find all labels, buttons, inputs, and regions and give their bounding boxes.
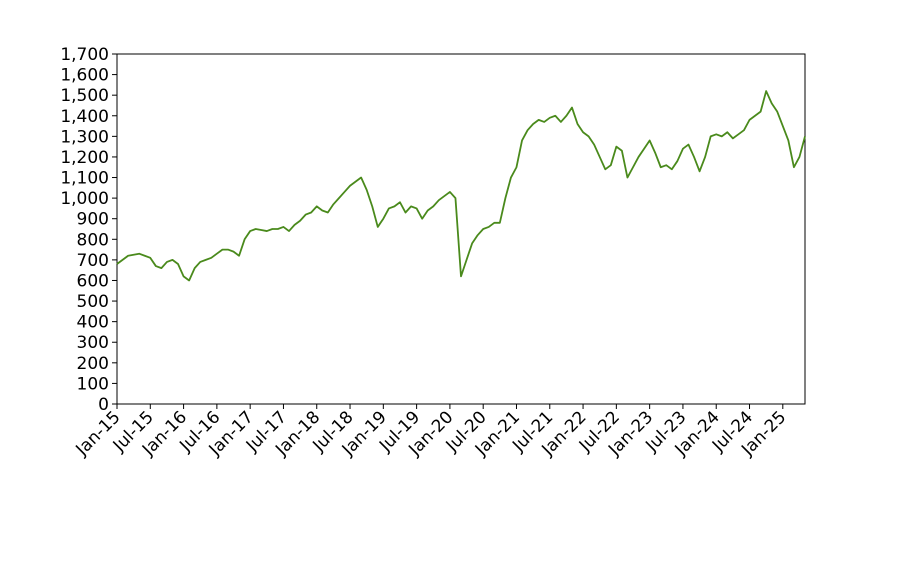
y-tick-label: 1,100 <box>60 169 109 189</box>
y-tick-label: 900 <box>77 210 109 230</box>
y-tick-label: 600 <box>77 271 109 291</box>
y-tick-label: 1,700 <box>60 45 109 65</box>
y-tick-label: 1,000 <box>60 189 109 209</box>
y-tick-label: 100 <box>77 374 109 394</box>
y-tick-label: 1,500 <box>60 86 109 106</box>
y-tick-label: 700 <box>77 251 109 271</box>
series-line <box>116 90 806 282</box>
y-tick-label: 800 <box>77 230 109 250</box>
y-tick-label: 1,200 <box>60 148 109 168</box>
y-tick-label: 500 <box>77 292 109 312</box>
plot-frame <box>116 53 806 405</box>
y-tick-label: 200 <box>77 354 109 374</box>
y-tick-label: 0 <box>98 395 109 415</box>
y-tick-label: 1,600 <box>60 66 109 86</box>
y-tick-label: 1,400 <box>60 107 109 127</box>
y-tick-label: 400 <box>77 313 109 333</box>
y-tick-label: 300 <box>77 333 109 353</box>
y-tick-label: 1,300 <box>60 127 109 147</box>
